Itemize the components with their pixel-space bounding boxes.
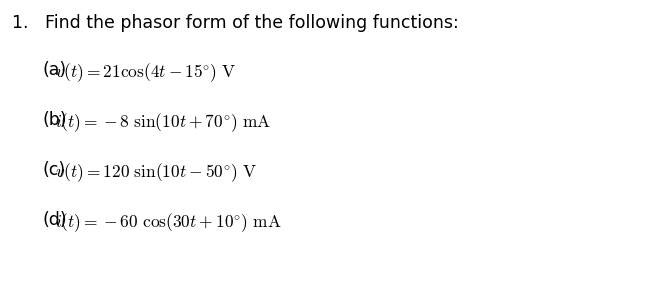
Text: $i(t) = -60\ \cos(30t + 10^{\circ})\ \mathrm{mA}$: $i(t) = -60\ \cos(30t + 10^{\circ})\ \ma… — [55, 211, 282, 234]
Text: (d): (d) — [42, 211, 67, 229]
Text: $i(t) = -8\ \sin(10t + 70^{\circ})\ \mathrm{mA}$: $i(t) = -8\ \sin(10t + 70^{\circ})\ \mat… — [55, 111, 271, 134]
Text: (b): (b) — [42, 111, 67, 129]
Text: $v(t) = 120\ \sin(10t - 50^{\circ})\ \mathrm{V}$: $v(t) = 120\ \sin(10t - 50^{\circ})\ \ma… — [55, 161, 257, 184]
Text: 1.   Find the phasor form of the following functions:: 1. Find the phasor form of the following… — [12, 14, 459, 32]
Text: (c): (c) — [42, 161, 65, 179]
Text: $v(t) = 21 \cos(4t - 15^{\circ})\ \mathrm{V}$: $v(t) = 21 \cos(4t - 15^{\circ})\ \mathr… — [55, 61, 237, 84]
Text: (a): (a) — [42, 61, 66, 79]
